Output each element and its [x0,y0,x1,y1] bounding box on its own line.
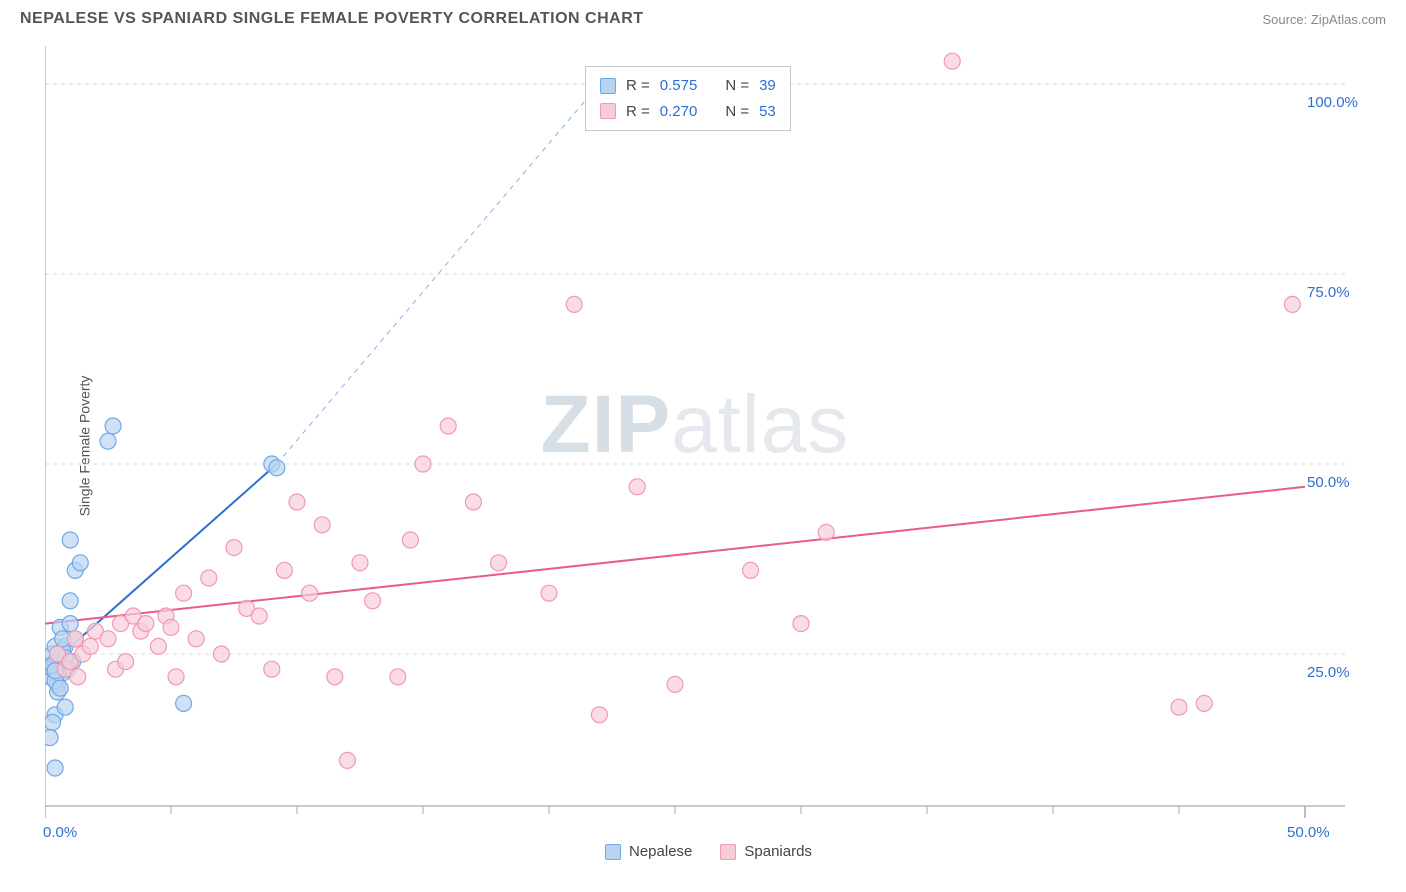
legend-item: Spaniards [720,843,812,860]
n-label: N = [725,73,749,99]
n-value: 39 [759,73,776,99]
chart-header: NEPALESE VS SPANIARD SINGLE FEMALE POVER… [0,0,1406,36]
series-swatch [600,103,616,119]
r-value: 0.575 [660,73,698,99]
x-legend: Nepalese Spaniards [605,843,812,860]
legend-label: Nepalese [629,843,692,860]
r-value: 0.270 [660,99,698,125]
r-label: R = [626,99,650,125]
chart-container: ZIPatlas R =0.575N =39R =0.270N =53 Nepa… [45,46,1345,836]
scatter-chart [45,46,1345,836]
y-tick-label: 25.0% [1307,664,1350,681]
stats-box: R = 0.575 N = 39 R = 0.270 N = 53 [585,66,791,131]
y-tick-label: 100.0% [1307,94,1358,111]
chart-title: NEPALESE VS SPANIARD SINGLE FEMALE POVER… [20,10,644,28]
chart-source: Source: ZipAtlas.com [1262,12,1386,27]
n-value: 53 [759,99,776,125]
legend-item: Nepalese [605,843,692,860]
y-tick-label: 50.0% [1307,474,1350,491]
legend-swatch [720,844,736,860]
series-swatch [600,78,616,94]
stats-row: R = 0.575 N = 39 [600,73,776,99]
legend-swatch [605,844,621,860]
x-tick-label: 0.0% [43,824,77,841]
stats-row: R = 0.270 N = 53 [600,99,776,125]
n-label: N = [725,99,749,125]
x-tick-label: 50.0% [1287,824,1330,841]
legend-label: Spaniards [744,843,812,860]
y-tick-label: 75.0% [1307,284,1350,301]
r-label: R = [626,73,650,99]
